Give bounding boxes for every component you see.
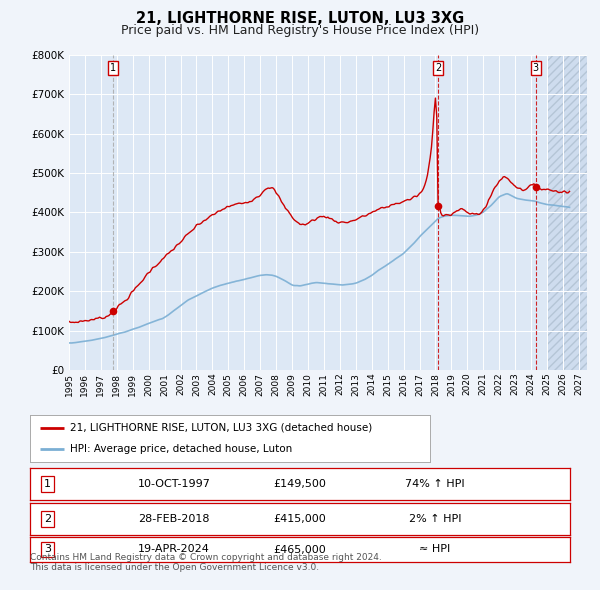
Text: 2: 2 <box>44 514 51 524</box>
Text: 1: 1 <box>44 479 51 489</box>
Text: £415,000: £415,000 <box>274 514 326 524</box>
Text: 10-OCT-1997: 10-OCT-1997 <box>138 479 211 489</box>
Text: 2: 2 <box>435 63 441 73</box>
Text: Price paid vs. HM Land Registry's House Price Index (HPI): Price paid vs. HM Land Registry's House … <box>121 24 479 37</box>
Text: 1: 1 <box>110 63 116 73</box>
Bar <box>547 55 587 370</box>
Text: 19-APR-2024: 19-APR-2024 <box>138 545 210 555</box>
Text: Contains HM Land Registry data © Crown copyright and database right 2024.
This d: Contains HM Land Registry data © Crown c… <box>30 553 382 572</box>
Text: ≈ HPI: ≈ HPI <box>419 545 451 555</box>
Text: 2% ↑ HPI: 2% ↑ HPI <box>409 514 461 524</box>
Text: 3: 3 <box>533 63 539 73</box>
Text: 21, LIGHTHORNE RISE, LUTON, LU3 3XG: 21, LIGHTHORNE RISE, LUTON, LU3 3XG <box>136 11 464 25</box>
Text: 28-FEB-2018: 28-FEB-2018 <box>138 514 209 524</box>
Text: HPI: Average price, detached house, Luton: HPI: Average price, detached house, Luto… <box>70 444 292 454</box>
Text: £465,000: £465,000 <box>274 545 326 555</box>
Text: 3: 3 <box>44 545 51 555</box>
Text: 74% ↑ HPI: 74% ↑ HPI <box>405 479 465 489</box>
Text: 21, LIGHTHORNE RISE, LUTON, LU3 3XG (detached house): 21, LIGHTHORNE RISE, LUTON, LU3 3XG (det… <box>70 422 372 432</box>
Text: £149,500: £149,500 <box>274 479 326 489</box>
